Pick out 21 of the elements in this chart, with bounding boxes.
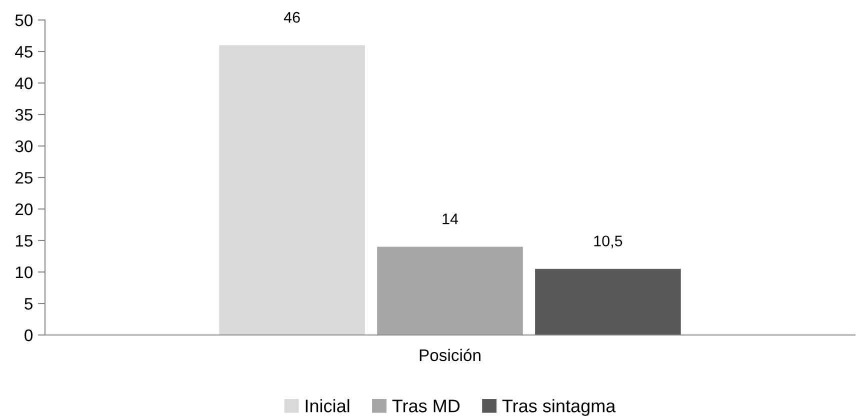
y-tick-label: 30 xyxy=(15,140,33,152)
bar xyxy=(535,268,681,335)
y-tick-label: 35 xyxy=(15,108,32,121)
y-tick-label: 0 xyxy=(24,329,33,342)
y-tick-label: 45 xyxy=(15,46,32,58)
legend-label: Tras sintagma xyxy=(502,399,616,416)
y-tick-label: 40 xyxy=(15,77,33,90)
legend-label: Tras MD xyxy=(392,400,460,412)
legend-label: Inicial xyxy=(306,399,350,412)
y-tick-label: 25 xyxy=(15,172,32,184)
x-tick-label: Posición xyxy=(420,348,480,362)
y-tick-label: 20 xyxy=(15,203,33,216)
y-tick-label: 5 xyxy=(24,298,32,310)
data-label: 14 xyxy=(442,214,458,224)
bar xyxy=(377,246,523,335)
data-label: 46 xyxy=(284,12,300,23)
bar xyxy=(219,45,365,335)
y-tick-label: 15 xyxy=(16,235,32,247)
y-tick-label: 50 xyxy=(15,14,33,26)
data-label: 10,5 xyxy=(594,236,622,248)
y-tick-label: 10 xyxy=(16,266,33,278)
